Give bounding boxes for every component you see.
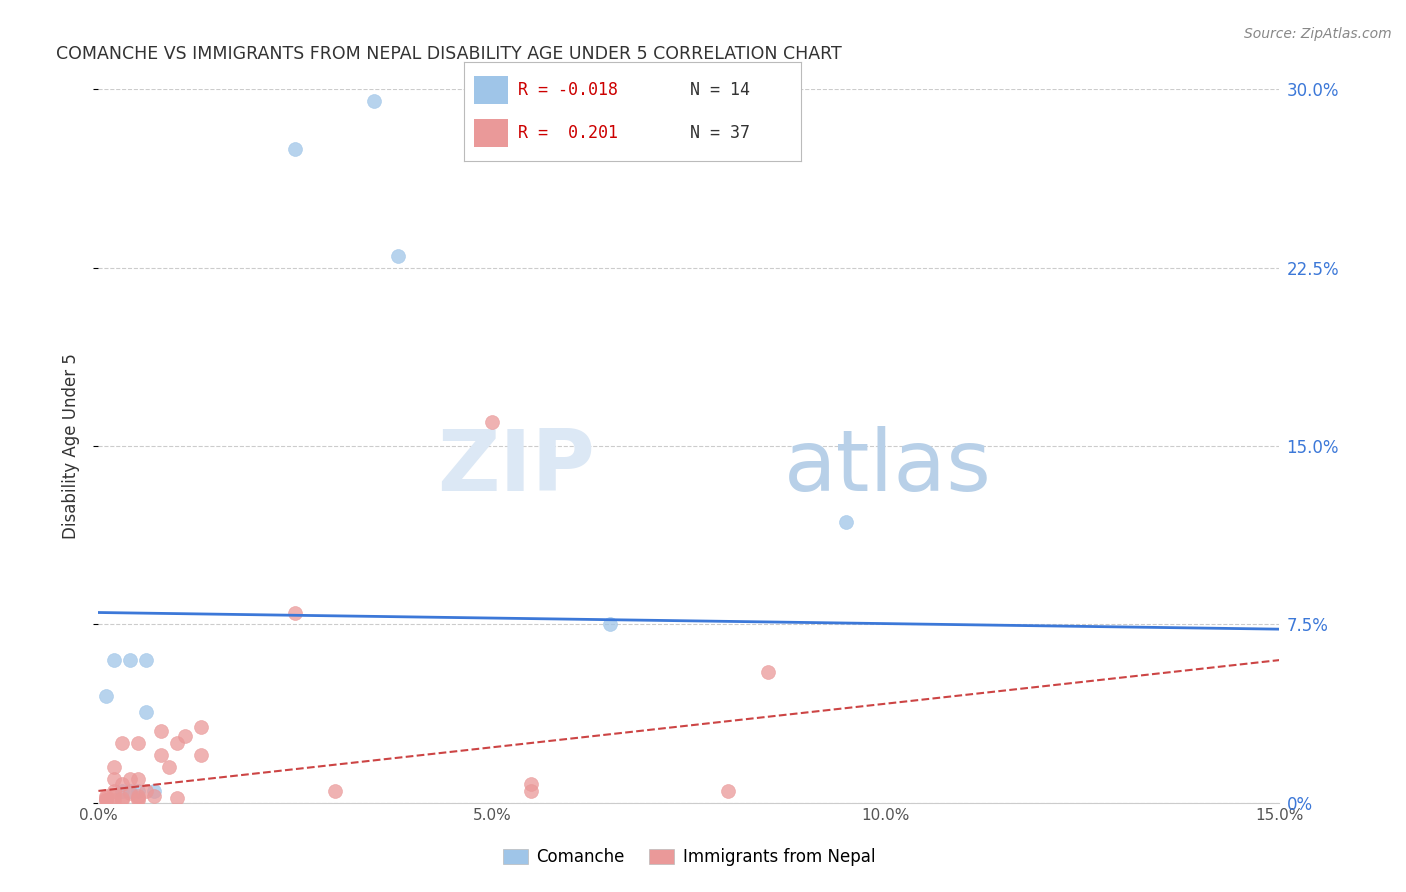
Point xyxy=(111,793,134,807)
Point xyxy=(103,772,125,786)
Point xyxy=(142,789,165,803)
Point xyxy=(96,793,118,807)
Point xyxy=(174,729,197,743)
Point xyxy=(96,689,118,703)
Point xyxy=(481,415,503,429)
Point xyxy=(150,748,173,763)
Point xyxy=(103,784,125,798)
Point xyxy=(284,142,307,156)
Point xyxy=(127,784,149,798)
Text: Source: ZipAtlas.com: Source: ZipAtlas.com xyxy=(1244,27,1392,41)
Point xyxy=(717,784,740,798)
Point xyxy=(284,606,307,620)
Point xyxy=(96,793,118,807)
Point xyxy=(103,789,125,803)
Point xyxy=(96,789,118,803)
Point xyxy=(127,736,149,750)
Point xyxy=(190,720,212,734)
Point xyxy=(127,789,149,803)
Point xyxy=(127,793,149,807)
Text: N = 37: N = 37 xyxy=(690,124,749,142)
Text: atlas: atlas xyxy=(783,425,991,509)
Point xyxy=(103,653,125,667)
Point xyxy=(323,784,346,798)
Y-axis label: Disability Age Under 5: Disability Age Under 5 xyxy=(62,353,80,539)
Point xyxy=(103,793,125,807)
Point xyxy=(127,772,149,786)
Point xyxy=(599,617,621,632)
Point xyxy=(835,515,858,529)
Point xyxy=(111,736,134,750)
Point xyxy=(363,94,385,108)
Point xyxy=(111,791,134,805)
Point xyxy=(520,784,543,798)
Text: N = 14: N = 14 xyxy=(690,81,749,99)
FancyBboxPatch shape xyxy=(474,76,508,103)
Text: R =  0.201: R = 0.201 xyxy=(517,124,619,142)
Point xyxy=(118,653,141,667)
Text: ZIP: ZIP xyxy=(437,425,595,509)
Point xyxy=(166,791,188,805)
Point xyxy=(756,665,779,679)
Point xyxy=(96,791,118,805)
Point xyxy=(135,784,157,798)
Point xyxy=(118,772,141,786)
Point xyxy=(127,791,149,805)
Point xyxy=(190,748,212,763)
Point xyxy=(142,784,165,798)
Point xyxy=(157,760,180,774)
Point xyxy=(111,777,134,791)
FancyBboxPatch shape xyxy=(474,120,508,147)
Point xyxy=(166,736,188,750)
Point xyxy=(135,706,157,720)
Point xyxy=(520,777,543,791)
Point xyxy=(111,784,134,798)
Text: R = -0.018: R = -0.018 xyxy=(517,81,619,99)
Text: COMANCHE VS IMMIGRANTS FROM NEPAL DISABILITY AGE UNDER 5 CORRELATION CHART: COMANCHE VS IMMIGRANTS FROM NEPAL DISABI… xyxy=(56,45,842,62)
Point xyxy=(118,786,141,800)
Point xyxy=(118,784,141,798)
Point xyxy=(387,249,409,263)
Point xyxy=(150,724,173,739)
Legend: Comanche, Immigrants from Nepal: Comanche, Immigrants from Nepal xyxy=(496,842,882,873)
Point xyxy=(103,760,125,774)
Point xyxy=(135,653,157,667)
